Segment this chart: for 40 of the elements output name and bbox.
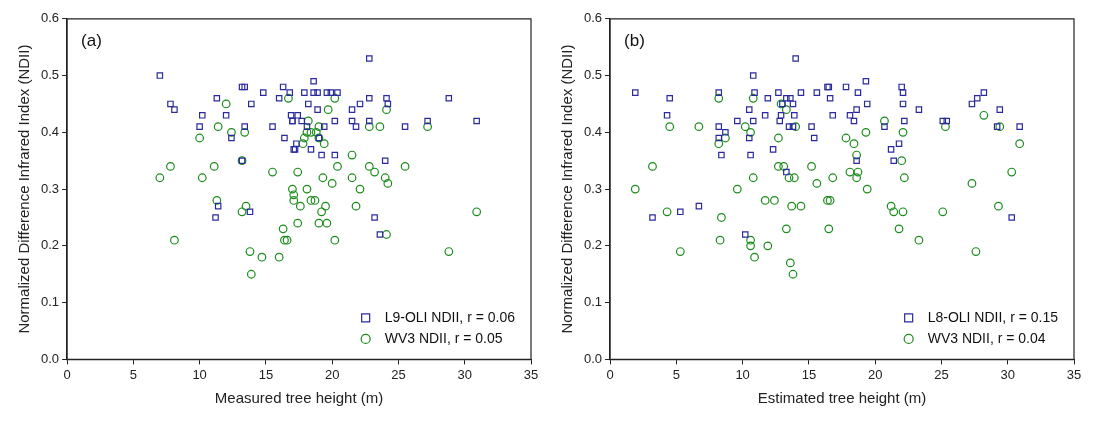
y-tick-label: 0.0: [583, 350, 603, 366]
x-tick-label: 15: [801, 366, 817, 382]
x-tick-label: 20: [867, 366, 883, 382]
y-tick-label: 0.4: [40, 123, 60, 139]
y-tick-label: 0.6: [583, 10, 603, 26]
y-axis-title: Normalized Difference Infrared Index (NDII): [558, 44, 576, 334]
y-tick-label: 0.6: [40, 10, 60, 26]
x-tick-label: 10: [735, 366, 750, 382]
x-tick-label: 5: [129, 366, 137, 382]
y-tick-label: 0.5: [40, 67, 60, 83]
x-tick-label: 35: [523, 366, 539, 382]
annotation: (a): [81, 30, 102, 50]
x-tick-label: 10: [192, 366, 207, 382]
x-tick-label: 25: [391, 366, 406, 382]
y-axis-title: Normalized Difference Infrared Index (NDII): [15, 44, 33, 334]
x-tick-label: 35: [1066, 366, 1082, 382]
x-tick-label: 30: [1000, 366, 1015, 382]
x-axis-title: Measured tree height (m): [214, 389, 384, 407]
x-tick-label: 20: [324, 366, 340, 382]
y-tick-label: 0.1: [40, 294, 60, 310]
x-tick-label: 25: [934, 366, 949, 382]
legend-label: L8-OLI NDII, r = 0.15: [927, 308, 1059, 325]
x-tick-label: 0: [63, 366, 71, 382]
x-tick-label: 5: [672, 366, 680, 382]
legend-label: L9-OLI NDII, r = 0.06: [384, 308, 516, 325]
y-tick-label: 0.2: [40, 237, 60, 253]
y-tick-label: 0.3: [40, 180, 60, 196]
annotation: (b): [624, 30, 645, 50]
legend-label: WV3 NDII, r = 0.04: [927, 329, 1046, 346]
y-tick-label: 0.3: [583, 180, 603, 196]
x-tick-label: 15: [258, 366, 274, 382]
y-tick-label: 0.5: [583, 67, 603, 83]
x-axis-title: Estimated tree height (m): [757, 389, 927, 407]
legend-label: WV3 NDII, r = 0.05: [384, 329, 503, 346]
y-tick-label: 0.4: [583, 123, 603, 139]
x-tick-label: 30: [457, 366, 472, 382]
x-tick-label: 0: [606, 366, 614, 382]
y-tick-label: 0.0: [40, 350, 60, 366]
y-tick-label: 0.2: [583, 237, 603, 253]
y-tick-label: 0.1: [583, 294, 603, 310]
